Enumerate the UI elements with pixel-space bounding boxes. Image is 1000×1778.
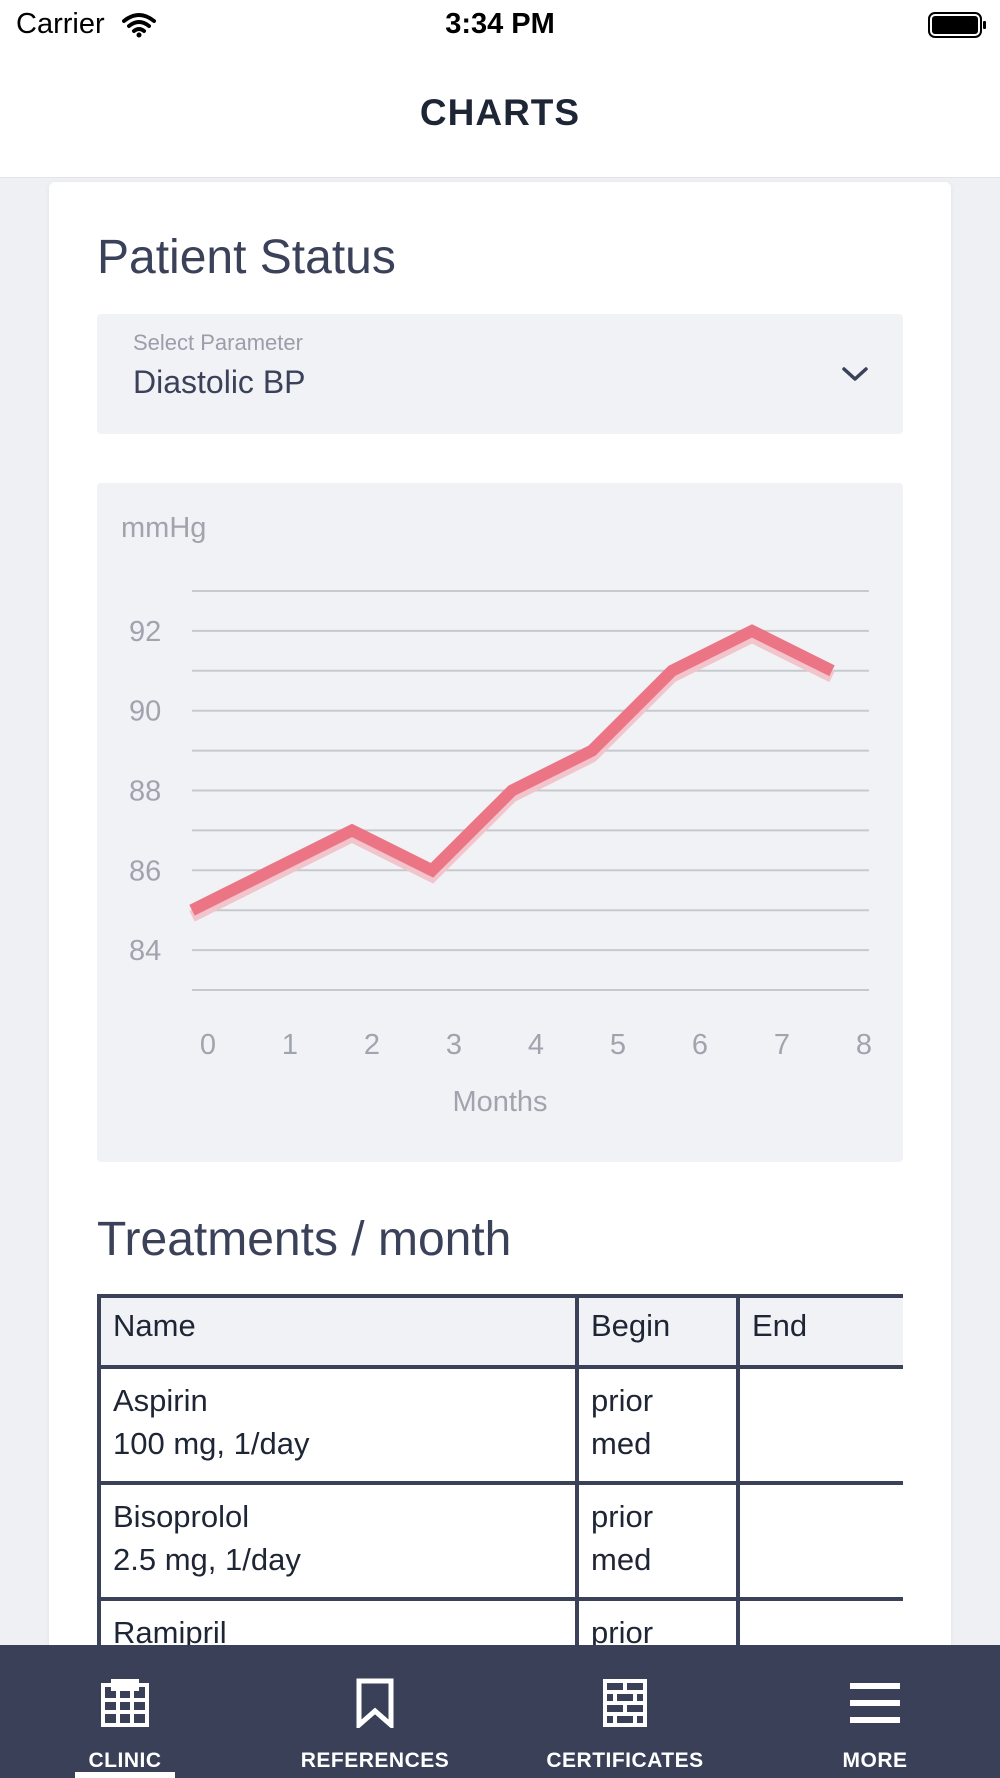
bookmark-icon — [356, 1678, 394, 1728]
table-header-row: Name Begin End — [97, 1294, 903, 1369]
treatments-table-wrap: Name Begin End Aspirin 100 mg, 1/day pri… — [97, 1294, 903, 1652]
nav-header: CHARTS — [0, 50, 1000, 178]
begin-line: med — [591, 1426, 652, 1461]
tab-label: CERTIFICATES — [546, 1749, 704, 1772]
x-tick-label: 3 — [446, 1029, 462, 1061]
active-tab-indicator — [75, 1772, 175, 1778]
tab-more[interactable]: MORE — [750, 1645, 1000, 1778]
tab-clinic[interactable]: CLINIC — [0, 1645, 250, 1778]
patient-status-title: Patient Status — [97, 231, 396, 284]
x-tick-label: 5 — [610, 1029, 626, 1061]
content-card: Patient Status Select Parameter Diastoli… — [49, 182, 951, 1652]
cell-name: Aspirin 100 mg, 1/day — [97, 1365, 579, 1485]
cell-end — [736, 1597, 903, 1652]
tab-label: REFERENCES — [300, 1749, 450, 1772]
series-line — [189, 624, 835, 916]
wifi-icon — [122, 13, 156, 38]
x-tick-label: 0 — [200, 1029, 216, 1061]
table-row[interactable]: Aspirin 100 mg, 1/day prior med — [97, 1365, 903, 1485]
cell-name: Bisoprolol 2.5 mg, 1/day — [97, 1481, 579, 1601]
battery-icon — [928, 12, 986, 38]
x-tick-label: 4 — [528, 1029, 544, 1061]
x-axis-label: Months — [452, 1086, 547, 1118]
tab-certificates[interactable]: CERTIFICATES — [500, 1645, 750, 1778]
menu-icon — [850, 1683, 900, 1723]
drug-name: Ramipril — [113, 1615, 227, 1650]
treatments-title: Treatments / month — [97, 1213, 512, 1266]
y-tick-label: 86 — [129, 855, 161, 887]
select-value: Diastolic BP — [133, 364, 306, 400]
x-tick-label: 8 — [856, 1029, 872, 1061]
cell-end — [736, 1365, 903, 1485]
parameter-select[interactable]: Select Parameter Diastolic BP — [97, 314, 903, 434]
x-tick-label: 6 — [692, 1029, 708, 1061]
drug-dose: 2.5 mg, 1/day — [113, 1542, 301, 1577]
tab-label: MORE — [842, 1749, 908, 1772]
tab-bar: CLINIC REFERENCES CERTIFICATES — [0, 1645, 1000, 1778]
brick-wall-icon — [603, 1679, 647, 1727]
drug-name: Bisoprolol — [113, 1499, 250, 1534]
cell-end — [736, 1481, 903, 1601]
cell-name: Ramipril — [97, 1597, 579, 1652]
begin-line: med — [591, 1542, 652, 1577]
cell-begin: prior — [575, 1597, 740, 1652]
series-line-shadow — [189, 630, 835, 922]
drug-dose: 100 mg, 1/day — [113, 1426, 310, 1461]
y-tick-label: 88 — [129, 776, 161, 808]
cell-begin: prior med — [575, 1481, 740, 1601]
y-tick-label: 90 — [129, 696, 161, 728]
chevron-down-icon — [842, 367, 868, 381]
select-label: Select Parameter — [133, 330, 303, 355]
tab-label: CLINIC — [88, 1749, 162, 1772]
x-tick-label: 7 — [774, 1029, 790, 1061]
chart-panel: 84 86 88 90 92 0 1 2 3 4 5 6 7 8 mmHg Months — [97, 483, 903, 1162]
tab-references[interactable]: REFERENCES — [250, 1645, 500, 1778]
y-tick-label: 84 — [129, 935, 161, 967]
drug-name: Aspirin — [113, 1383, 208, 1418]
begin-line: prior — [591, 1615, 654, 1650]
clock: 3:34 PM — [445, 8, 555, 40]
y-tick-label: 92 — [129, 616, 161, 648]
carrier-label: Carrier — [16, 8, 105, 40]
column-header-name: Name — [97, 1294, 579, 1369]
column-header-end: End — [736, 1294, 903, 1369]
table-row[interactable]: Bisoprolol 2.5 mg, 1/day prior med — [97, 1481, 903, 1601]
table-row[interactable]: Ramipril prior — [97, 1597, 903, 1652]
begin-line: prior — [591, 1499, 654, 1534]
status-bar: Carrier 3:34 PM — [0, 0, 1000, 50]
y-axis-label: mmHg — [121, 512, 206, 544]
x-tick-label: 1 — [282, 1029, 298, 1061]
building-icon — [101, 1679, 149, 1727]
line-chart: 84 86 88 90 92 0 1 2 3 4 5 6 7 8 mmHg Months — [121, 512, 872, 1118]
treatments-table: Name Begin End Aspirin 100 mg, 1/day pri… — [97, 1294, 903, 1652]
cell-begin: prior med — [575, 1365, 740, 1485]
column-header-begin: Begin — [575, 1294, 740, 1369]
page-title: CHARTS — [419, 92, 581, 133]
x-tick-label: 2 — [364, 1029, 380, 1061]
begin-line: prior — [591, 1383, 654, 1418]
